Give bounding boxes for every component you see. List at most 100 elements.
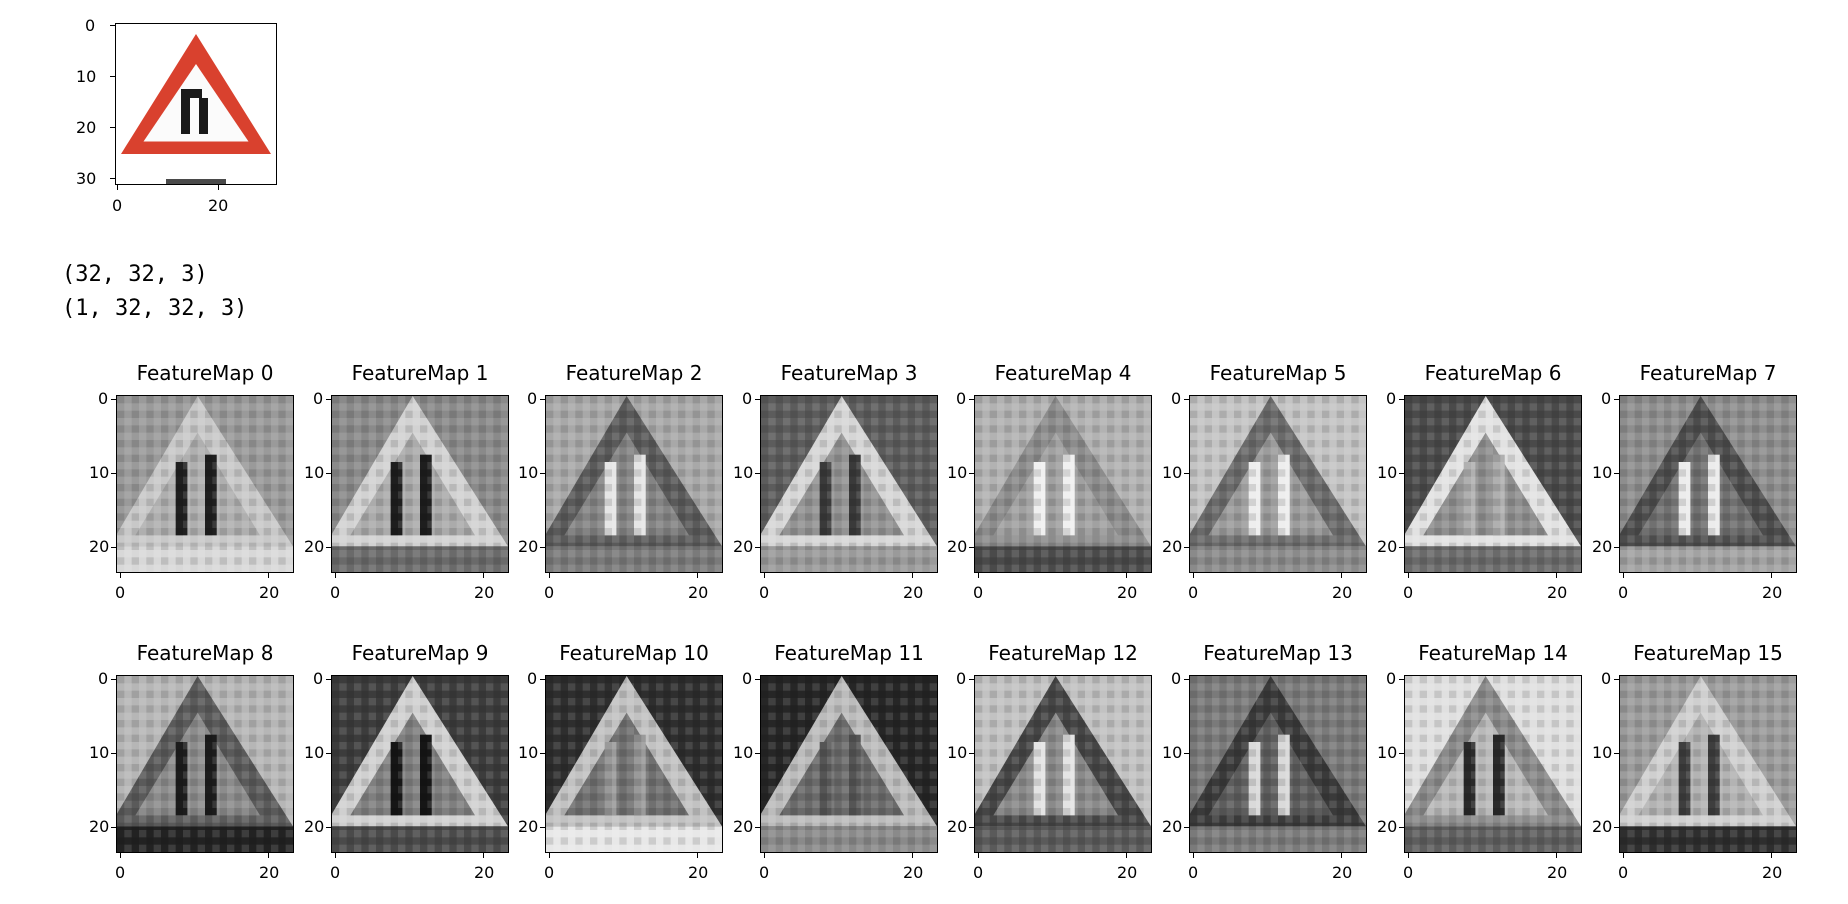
y-tick-mark <box>1184 473 1189 474</box>
y-tick-mark <box>969 399 974 400</box>
x-tick-label: 0 <box>973 863 984 882</box>
y-tick-label: 0 <box>527 389 538 408</box>
feature-map-title: FeatureMap 15 <box>1633 641 1783 665</box>
y-tick-mark <box>1614 399 1619 400</box>
y-tick-label: 10 <box>518 463 539 482</box>
y-tick-mark <box>540 547 545 548</box>
y-tick-label: 0 <box>742 669 753 688</box>
y-tick-label: 0 <box>527 669 538 688</box>
y-tick-label: 0 <box>313 669 324 688</box>
y-tick-label: 10 <box>518 743 539 762</box>
x-tick-label: 0 <box>330 863 341 882</box>
feature-map-image <box>1189 395 1367 573</box>
feature-map-title: FeatureMap 13 <box>1203 641 1353 665</box>
y-tick-mark <box>969 679 974 680</box>
y-tick-label: 20 <box>518 817 539 836</box>
y-tick-mark <box>111 679 116 680</box>
x-tick-mark <box>483 853 484 858</box>
x-tick-label: 20 <box>1332 583 1353 602</box>
feature-map-image <box>760 395 938 573</box>
y-tick-mark <box>1184 679 1189 680</box>
warning-sign-icon <box>116 24 276 184</box>
y-tick-label: 20 <box>733 537 754 556</box>
x-tick-label: 0 <box>1188 583 1199 602</box>
x-tick-label: 20 <box>208 196 229 215</box>
x-tick-mark <box>1408 573 1409 578</box>
x-tick-mark <box>912 853 913 858</box>
x-tick-label: 20 <box>1332 863 1353 882</box>
y-tick-label: 20 <box>1377 537 1398 556</box>
y-tick-mark <box>755 399 760 400</box>
feature-map-image <box>545 395 723 573</box>
y-tick-label: 20 <box>733 817 754 836</box>
y-tick-label: 10 <box>304 743 325 762</box>
x-tick-mark <box>483 573 484 578</box>
y-tick-mark <box>111 827 116 828</box>
y-tick-mark <box>540 753 545 754</box>
x-tick-mark <box>978 573 979 578</box>
feature-map-image <box>1619 675 1797 853</box>
y-tick-label: 20 <box>947 537 968 556</box>
x-tick-label: 0 <box>1618 583 1629 602</box>
x-tick-mark <box>117 185 118 190</box>
x-tick-label: 20 <box>1547 863 1568 882</box>
x-tick-label: 20 <box>474 863 495 882</box>
y-tick-mark <box>1399 827 1404 828</box>
y-tick-label: 10 <box>1377 463 1398 482</box>
y-tick-mark <box>969 473 974 474</box>
x-tick-label: 0 <box>115 863 126 882</box>
x-tick-label: 0 <box>1188 863 1199 882</box>
feature-map-image <box>760 675 938 853</box>
y-tick-mark <box>111 399 116 400</box>
y-tick-label: 10 <box>89 463 110 482</box>
y-tick-mark <box>969 827 974 828</box>
y-tick-label: 10 <box>1592 463 1613 482</box>
feature-map-image <box>1189 675 1367 853</box>
y-tick-label: 20 <box>1592 817 1613 836</box>
y-tick-mark <box>1614 753 1619 754</box>
x-tick-label: 20 <box>1117 583 1138 602</box>
y-tick-label: 0 <box>956 389 967 408</box>
x-tick-label: 20 <box>688 583 709 602</box>
feature-map-image <box>974 675 1152 853</box>
x-tick-label: 20 <box>1762 583 1783 602</box>
feature-map-image <box>116 675 294 853</box>
y-tick-label: 0 <box>1601 389 1612 408</box>
feature-map-image <box>1404 395 1582 573</box>
x-tick-mark <box>1193 853 1194 858</box>
y-tick-label: 0 <box>98 389 109 408</box>
feature-map-image <box>331 675 509 853</box>
y-tick-mark <box>1614 679 1619 680</box>
x-tick-label: 0 <box>973 583 984 602</box>
y-tick-label: 0 <box>1171 389 1182 408</box>
feature-map-title: FeatureMap 0 <box>136 361 274 385</box>
y-tick-label: 0 <box>742 389 753 408</box>
y-tick-label: 20 <box>76 118 97 137</box>
feature-map-title: FeatureMap 4 <box>994 361 1132 385</box>
x-tick-mark <box>1126 573 1127 578</box>
y-tick-mark <box>326 473 331 474</box>
feature-map-image <box>331 395 509 573</box>
x-tick-label: 0 <box>1618 863 1629 882</box>
x-tick-mark <box>697 573 698 578</box>
x-tick-mark <box>549 853 550 858</box>
x-tick-label: 20 <box>474 583 495 602</box>
x-tick-mark <box>1341 853 1342 858</box>
feature-map-title: FeatureMap 6 <box>1424 361 1562 385</box>
x-tick-mark <box>120 853 121 858</box>
y-tick-label: 10 <box>89 743 110 762</box>
feature-map-image <box>1619 395 1797 573</box>
y-tick-label: 10 <box>304 463 325 482</box>
x-tick-mark <box>335 853 336 858</box>
y-tick-mark <box>755 473 760 474</box>
feature-map-image <box>974 395 1152 573</box>
x-tick-label: 0 <box>759 583 770 602</box>
x-tick-label: 0 <box>544 863 555 882</box>
x-tick-mark <box>218 185 219 190</box>
y-tick-mark <box>326 399 331 400</box>
x-tick-mark <box>912 573 913 578</box>
y-tick-label: 30 <box>76 169 97 188</box>
y-tick-label: 10 <box>1162 463 1183 482</box>
y-tick-label: 20 <box>1162 817 1183 836</box>
y-tick-mark <box>540 473 545 474</box>
